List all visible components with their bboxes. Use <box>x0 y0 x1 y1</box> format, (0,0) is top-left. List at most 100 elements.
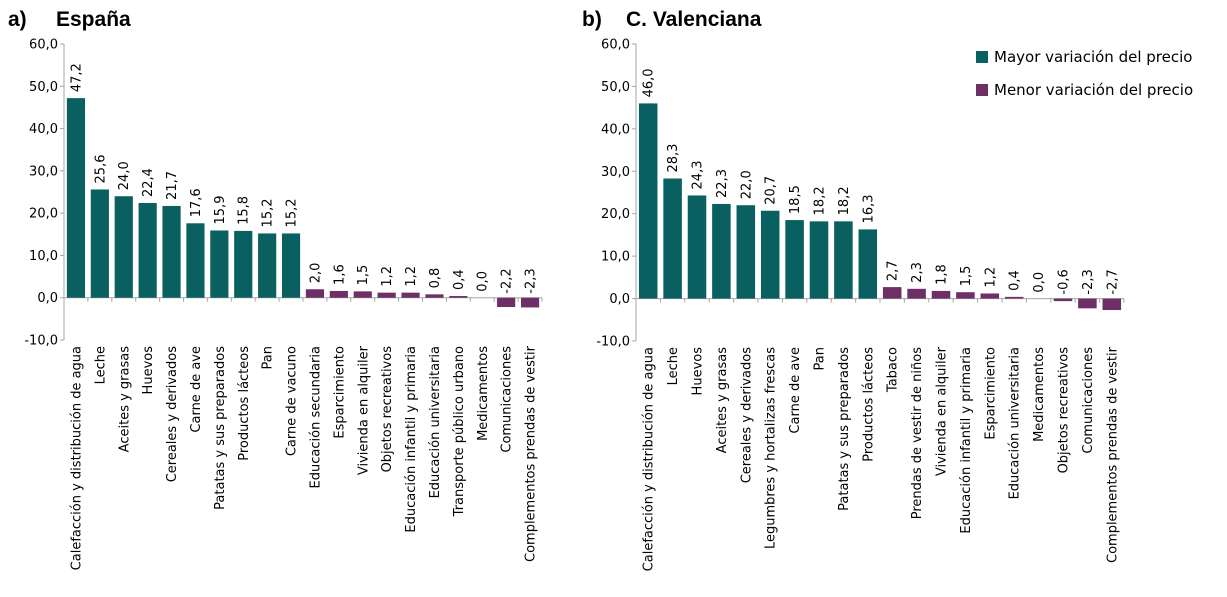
bar <box>931 290 951 299</box>
data-label: -2,7 <box>1105 269 1120 294</box>
data-label: 0,0 <box>476 271 491 292</box>
bar <box>138 202 157 298</box>
category-label: Carne de ave <box>189 346 204 433</box>
bar <box>1053 298 1073 302</box>
y-tick-label: 20,0 <box>29 207 58 222</box>
bar <box>1078 298 1097 309</box>
bar <box>760 210 780 299</box>
data-label: 28,3 <box>666 144 681 173</box>
bar <box>907 288 926 299</box>
category-label: Educación infantil y primaria <box>959 347 974 534</box>
data-label: -2,2 <box>500 268 515 293</box>
bar <box>785 220 804 299</box>
category-label: Prendas de vestir de niños <box>910 347 925 519</box>
data-label: 20,7 <box>764 176 779 205</box>
y-tick-label: 0,0 <box>609 292 630 307</box>
data-label: 2,3 <box>910 262 925 283</box>
category-label: Esparcimiento <box>983 347 998 440</box>
category-label: Cereales y derivados <box>165 346 180 483</box>
y-tick-label: 50,0 <box>29 80 58 95</box>
data-label: 15,2 <box>285 198 300 227</box>
bar <box>858 229 878 299</box>
bar <box>497 297 516 308</box>
category-label: Educación universitaria <box>428 346 443 498</box>
data-label: 24,0 <box>117 161 132 190</box>
category-label: Vivienda en alquiler <box>356 345 371 475</box>
bar <box>66 98 86 298</box>
bar <box>809 221 829 299</box>
panel-espana: a) España -10,0 0,0 10,0 20,0 30,0 40,0 50,0 60… <box>8 8 543 570</box>
data-label: 21,7 <box>165 171 180 200</box>
data-label: 1,2 <box>983 267 998 288</box>
bar <box>1004 296 1024 299</box>
data-label: 0,4 <box>452 269 467 290</box>
category-label: Comunicaciones <box>1081 347 1096 454</box>
bar <box>281 233 301 298</box>
data-label: 18,2 <box>837 186 852 215</box>
category-label: Tabaco <box>886 347 901 393</box>
data-label: 46,0 <box>642 68 657 97</box>
y-tick-label: -10,0 <box>596 335 630 350</box>
category-label: Calefacción y distribución de agua <box>642 347 657 571</box>
category-label: Huevos <box>141 346 156 395</box>
bar <box>114 196 133 298</box>
panel-a-title: España <box>56 8 131 31</box>
data-label: 1,2 <box>380 266 395 287</box>
bar <box>401 292 420 298</box>
category-label: Calefacción y distribución de agua <box>69 346 84 570</box>
y-tick-label: 30,0 <box>29 164 58 179</box>
data-label: 1,5 <box>356 265 371 286</box>
data-label: 25,6 <box>93 155 108 184</box>
bar <box>234 230 253 298</box>
category-label: Cereales y derivados <box>739 347 754 484</box>
bar <box>258 233 277 298</box>
y-tick-label: 30,0 <box>601 165 630 180</box>
data-label: -2,3 <box>1081 269 1096 294</box>
data-label: 47,2 <box>69 63 84 92</box>
category-label: Productos lácteos <box>861 347 876 462</box>
bar <box>736 205 756 299</box>
data-label: -0,6 <box>1057 269 1072 294</box>
data-label: 15,8 <box>237 196 252 225</box>
data-label: 1,8 <box>935 264 950 285</box>
category-label: Aceites y grasas <box>715 347 730 454</box>
legend-swatch-menor <box>976 84 988 96</box>
data-label: 18,5 <box>788 185 803 214</box>
y-tick-label: 10,0 <box>29 249 58 264</box>
data-label: 1,5 <box>959 266 974 287</box>
bar <box>210 230 229 298</box>
data-label: 0,8 <box>428 268 443 289</box>
data-label: -2,3 <box>524 268 539 293</box>
category-label: Objetos recreativos <box>1057 347 1072 474</box>
data-label: 0,4 <box>1008 270 1023 291</box>
category-label: Pan <box>813 347 828 370</box>
bar <box>687 195 707 299</box>
y-tick-label: 0,0 <box>37 291 58 306</box>
data-label: 15,2 <box>261 198 276 227</box>
category-label: Objetos recreativos <box>380 346 395 473</box>
bar <box>1102 298 1122 311</box>
bar <box>980 293 1000 299</box>
category-label: Comunicaciones <box>500 346 515 453</box>
bar <box>162 205 181 298</box>
category-label: Transporte público urbano <box>452 346 467 517</box>
category-label: Medicamentos <box>476 346 491 441</box>
category-label: Leche <box>666 347 681 385</box>
category-label: Huevos <box>691 347 706 396</box>
y-tick-label: 60,0 <box>29 38 58 53</box>
data-label: 22,3 <box>715 169 730 198</box>
y-tick-label: 20,0 <box>601 207 630 222</box>
bar <box>638 103 658 299</box>
category-label: Legumbres y hortalizas frescas <box>764 347 779 549</box>
panel-b-letter: b) <box>582 8 602 31</box>
category-label: Pan <box>261 346 276 369</box>
legend: Mayor variación del precio Menor variaci… <box>976 48 1193 99</box>
data-label: 0,0 <box>1032 272 1047 293</box>
bar <box>353 291 372 298</box>
bar <box>425 294 444 298</box>
legend-label-mayor: Mayor variación del precio <box>994 48 1192 66</box>
bar <box>305 289 325 298</box>
data-label: 1,2 <box>404 266 419 287</box>
data-label: 22,0 <box>739 170 754 199</box>
